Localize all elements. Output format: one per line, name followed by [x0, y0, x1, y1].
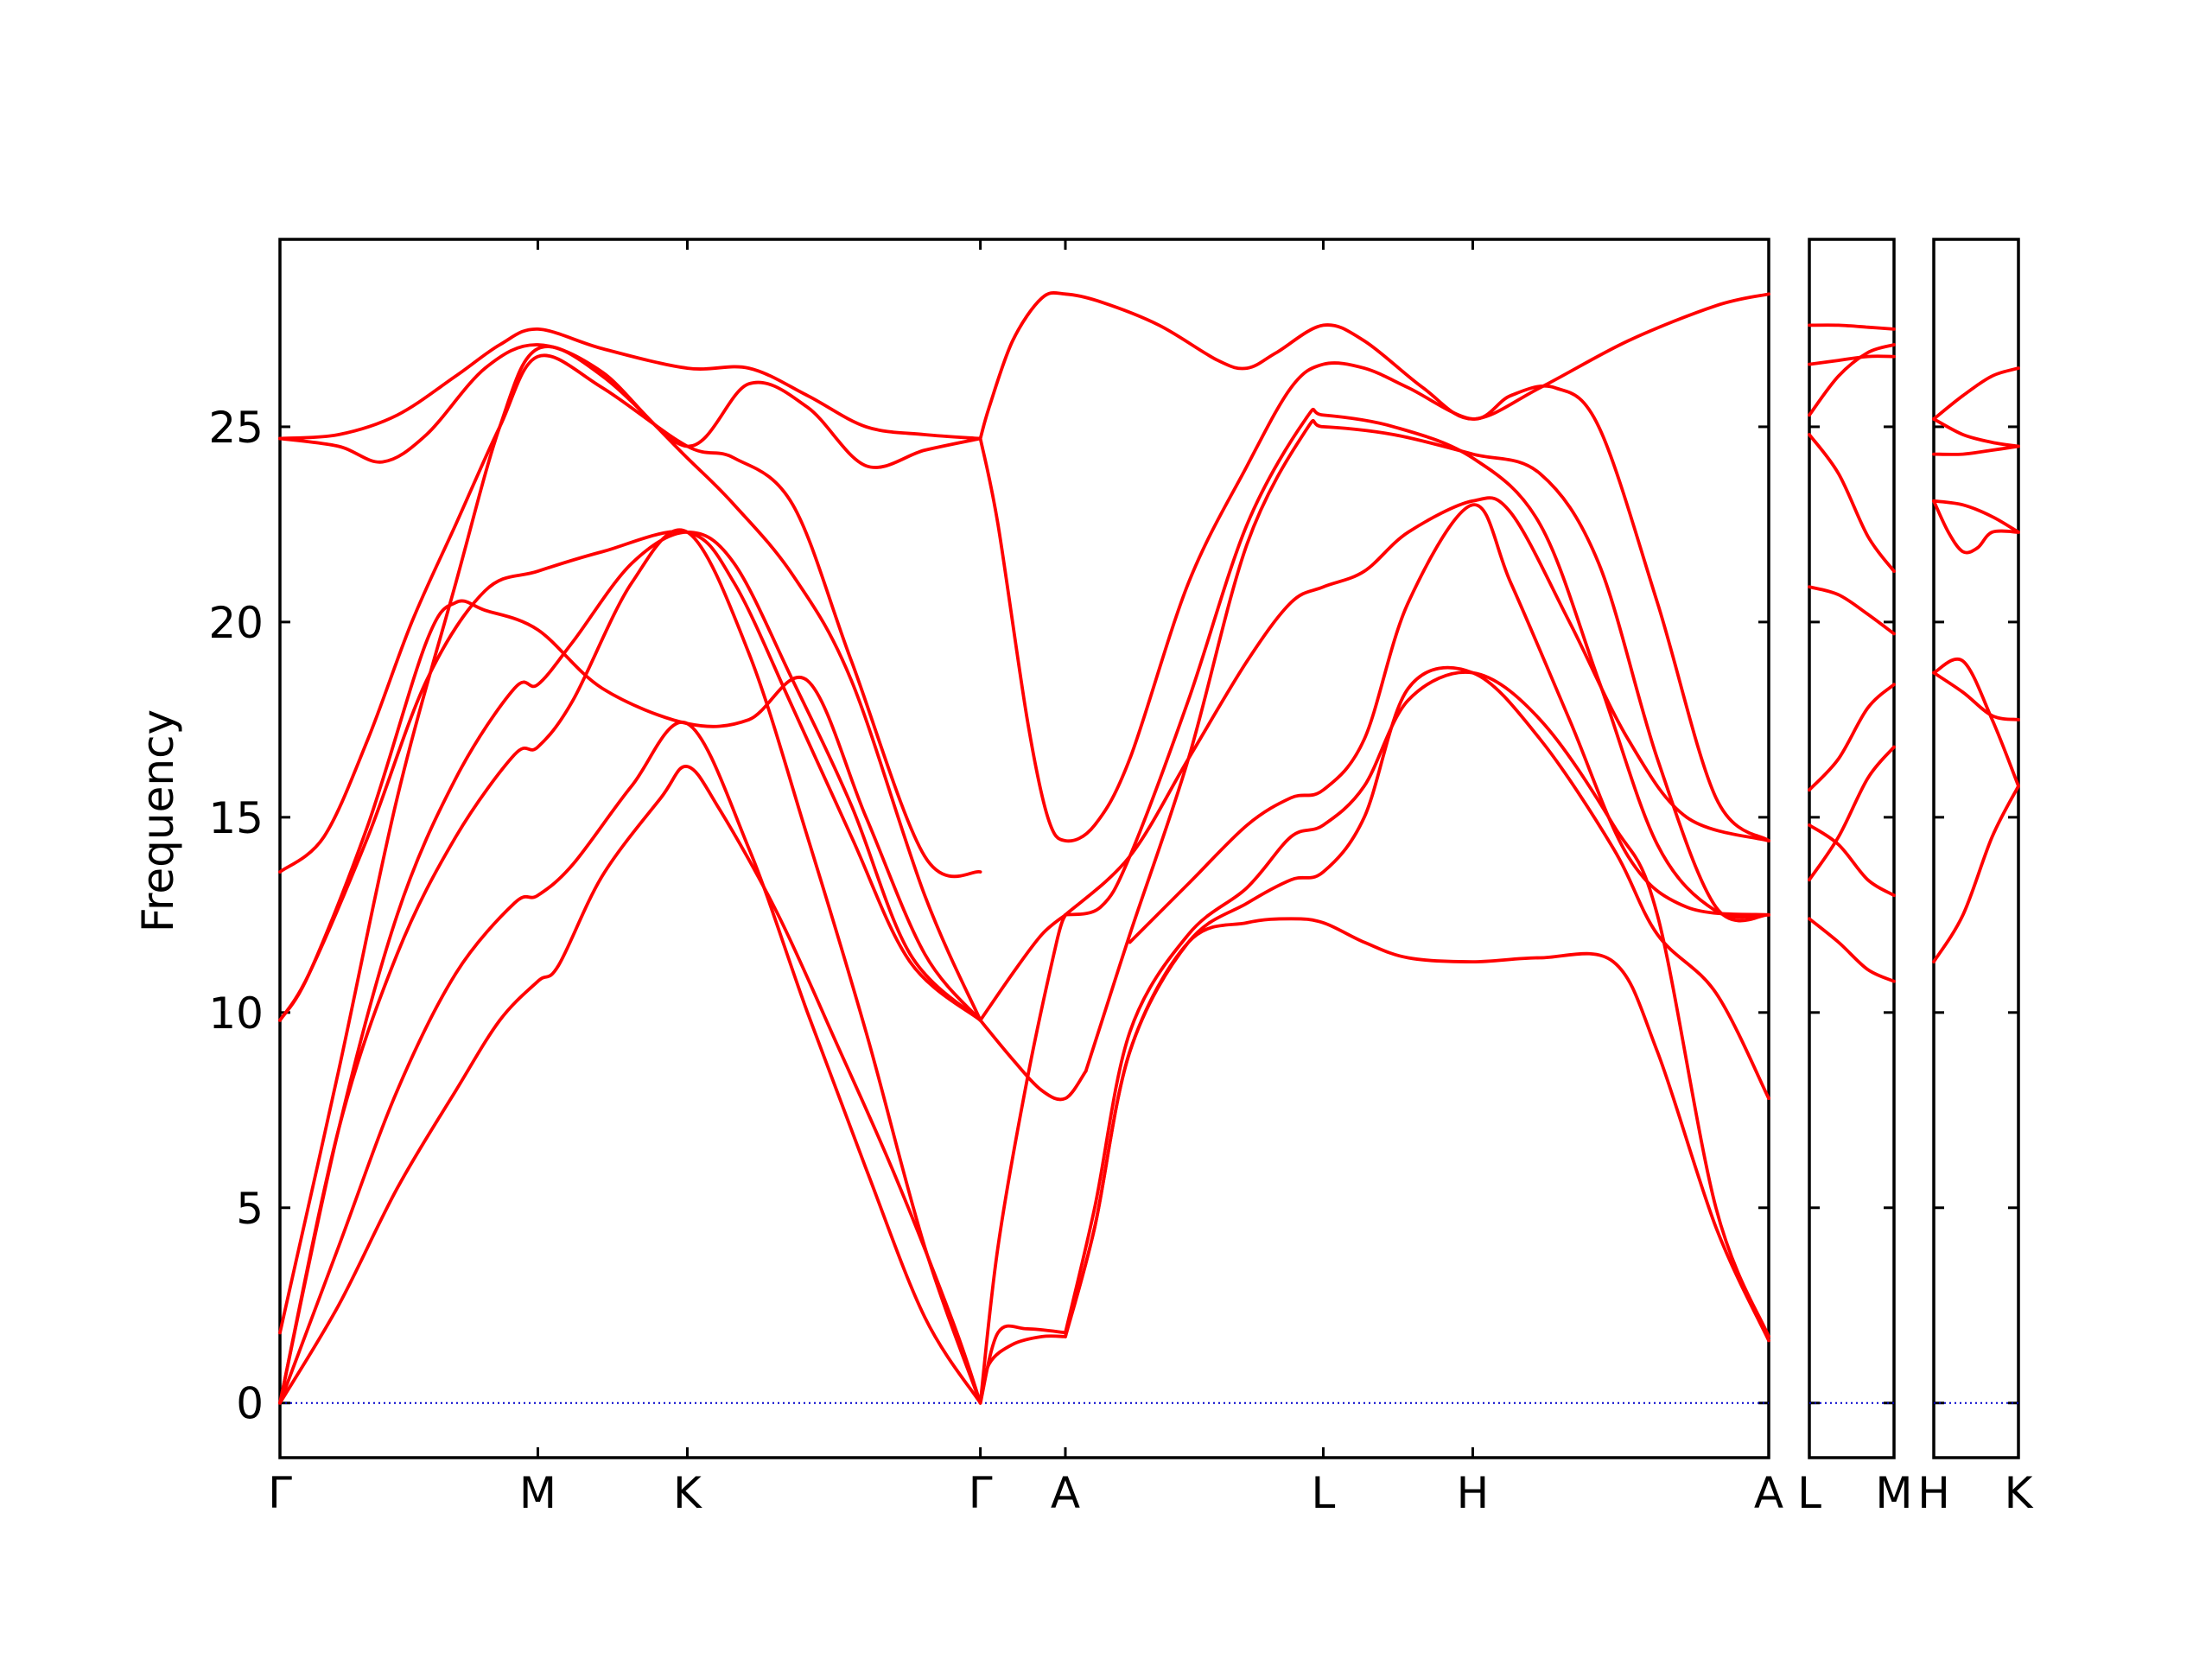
band-line	[1808, 745, 1896, 882]
band-line	[278, 530, 982, 1022]
panel-frame	[1932, 238, 2020, 1459]
y-tick-label: 5	[236, 1184, 264, 1234]
x-tick-label: Γ	[969, 1468, 993, 1518]
band-line	[1808, 917, 1896, 983]
band-line	[1808, 323, 1896, 331]
axis-ticks	[278, 239, 2020, 1458]
y-axis-title: Frequency	[133, 709, 183, 932]
band-line	[278, 327, 982, 441]
band-line	[1808, 585, 1896, 636]
band-line	[1808, 354, 1896, 366]
y-tick-label: 0	[236, 1379, 264, 1429]
band-line	[1064, 407, 1770, 919]
band-line	[1932, 366, 2020, 421]
band-line	[278, 720, 982, 1405]
y-tick-label: 10	[208, 988, 264, 1039]
band-line	[1064, 917, 1770, 1343]
band-line	[1808, 683, 1896, 792]
band-line	[1932, 499, 2020, 555]
band-line	[978, 1018, 1088, 1102]
y-tick-label: 25	[208, 403, 264, 453]
band-line	[278, 599, 982, 1022]
x-tick-label: M	[1875, 1468, 1912, 1518]
band-line	[978, 912, 1067, 1022]
x-tick-label: A	[1051, 1468, 1080, 1518]
band-line	[1932, 784, 2020, 963]
x-tick-label: L	[1797, 1468, 1821, 1518]
band-line	[1064, 671, 1770, 1338]
x-tick-label: H	[1457, 1468, 1490, 1518]
panel-frame	[1808, 238, 1896, 1459]
band-line	[1932, 499, 2020, 534]
band-lines	[278, 290, 2020, 1405]
band-line	[978, 361, 1770, 843]
x-tick-label: K	[673, 1468, 702, 1518]
y-tick-label: 15	[208, 793, 264, 843]
band-line	[278, 343, 982, 469]
band-line	[278, 528, 982, 1405]
panel-frame	[278, 238, 1770, 1459]
band-line	[1128, 503, 1770, 944]
x-tick-label: A	[1754, 1468, 1783, 1518]
panel-frames	[278, 238, 2020, 1459]
band-line	[1064, 665, 1770, 1338]
band-line	[978, 1324, 1067, 1405]
x-tick-label: L	[1312, 1468, 1336, 1518]
band-line	[1808, 823, 1896, 898]
band-line	[1808, 433, 1896, 573]
band-line	[978, 912, 1067, 1405]
x-tick-label: M	[519, 1468, 556, 1518]
band-line	[1932, 444, 2020, 456]
band-line	[1064, 496, 1770, 917]
x-tick-label: H	[1917, 1468, 1950, 1518]
x-tick-label: K	[2005, 1468, 2034, 1518]
band-line	[1932, 671, 2020, 721]
band-line	[278, 531, 982, 1405]
band-line	[1932, 658, 2020, 788]
band-line	[978, 290, 1770, 441]
band-line	[278, 353, 982, 879]
band-line	[1084, 419, 1770, 1073]
y-tick-label: 20	[208, 598, 264, 648]
band-line	[278, 765, 982, 1405]
band-line	[1932, 417, 2020, 448]
band-line	[1808, 343, 1896, 417]
x-tick-label: Γ	[268, 1468, 292, 1518]
